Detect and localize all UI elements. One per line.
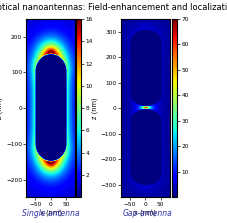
Y-axis label: z (nm): z (nm) xyxy=(91,97,97,119)
Y-axis label: z (nm): z (nm) xyxy=(0,97,3,119)
Text: Single antenna: Single antenna xyxy=(22,209,80,218)
Text: Optical nanoantennas: Field-enhancement and localization: Optical nanoantennas: Field-enhancement … xyxy=(0,3,227,12)
X-axis label: x (nm): x (nm) xyxy=(39,209,62,216)
X-axis label: x (nm): x (nm) xyxy=(134,209,156,216)
Text: Gap-antenna: Gap-antenna xyxy=(122,209,171,218)
